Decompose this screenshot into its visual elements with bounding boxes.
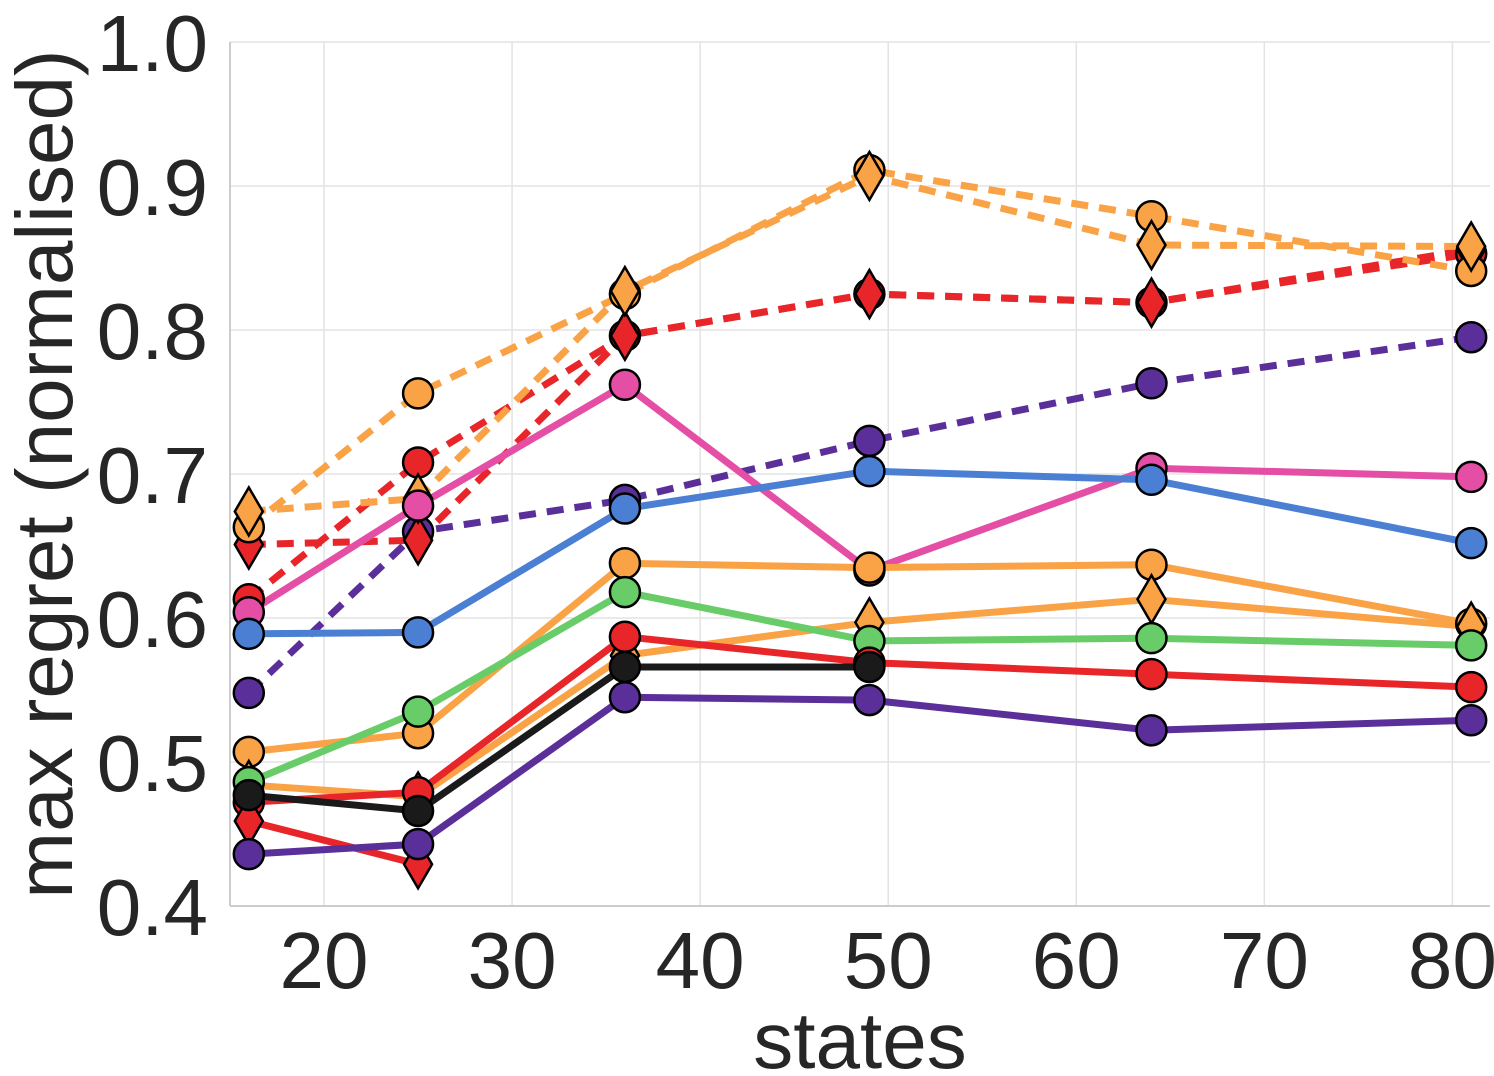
series-line xyxy=(245,588,1475,786)
series-point-circle xyxy=(1454,526,1488,560)
series-point-circle xyxy=(853,424,886,458)
series-point-circle xyxy=(1135,367,1168,400)
series-point-circle xyxy=(401,377,435,410)
series-point-diamond xyxy=(1136,276,1167,330)
series-point-circle xyxy=(1135,657,1168,691)
series-point-circle xyxy=(853,551,886,584)
series-point-diamond xyxy=(609,264,641,318)
y-tick-label: 0.9 xyxy=(97,143,208,232)
series-markers xyxy=(232,149,1488,891)
series-point-circle xyxy=(1454,320,1488,354)
series-line xyxy=(245,467,1475,638)
series-lines xyxy=(245,166,1475,868)
series-point-circle xyxy=(1135,714,1168,747)
series-point-circle xyxy=(401,794,435,828)
y-tick-label: 0.4 xyxy=(97,863,208,952)
series-point-circle xyxy=(608,575,642,609)
series-point-circle xyxy=(1454,670,1488,704)
series-point-circle xyxy=(853,650,886,684)
y-axis-label: max regret (normalised) xyxy=(0,49,89,898)
series-line xyxy=(245,817,422,868)
series-point-circle xyxy=(401,695,435,728)
series-point-circle xyxy=(1135,463,1168,497)
series-line xyxy=(248,172,1472,515)
x-tick-label: 40 xyxy=(656,916,745,1005)
x-tick-label: 20 xyxy=(280,916,369,1005)
series-point-circle xyxy=(1454,629,1488,662)
series-point-diamond xyxy=(853,267,885,321)
series-line xyxy=(246,166,1472,531)
series-point-circle xyxy=(608,492,642,525)
series-point-circle xyxy=(401,616,435,649)
series-line xyxy=(245,633,1475,806)
series-point-circle xyxy=(853,454,886,488)
series-point-diamond xyxy=(1455,219,1487,273)
series-point-circle xyxy=(232,837,266,871)
series-point-circle xyxy=(232,676,266,710)
series-point-circle xyxy=(1454,703,1488,737)
series-point-diamond xyxy=(402,513,434,567)
series-point-circle xyxy=(608,620,642,653)
series-point-diamond xyxy=(609,309,641,363)
series-line xyxy=(245,693,1475,858)
series-point-diamond xyxy=(1136,572,1167,626)
series-point-circle xyxy=(608,547,642,580)
x-tick-label: 80 xyxy=(1408,916,1494,1005)
series-point-circle xyxy=(608,680,642,714)
series-point-circle xyxy=(608,650,642,684)
x-tick-label: 50 xyxy=(844,916,933,1005)
x-axis-label: states xyxy=(753,996,966,1076)
series-point-circle xyxy=(401,489,435,522)
x-tick-label: 70 xyxy=(1220,916,1309,1005)
series-line xyxy=(245,663,873,815)
series-point-circle xyxy=(1135,621,1168,655)
series-point-circle xyxy=(1454,460,1488,494)
series-line xyxy=(245,559,1475,756)
x-tick-label: 30 xyxy=(468,916,557,1005)
series-point-diamond xyxy=(233,484,265,538)
x-tick-label: 60 xyxy=(1032,916,1121,1005)
y-tick-label: 0.5 xyxy=(97,719,208,808)
series-point-circle xyxy=(232,617,266,651)
y-tick-label: 1.0 xyxy=(97,0,208,88)
y-tick-label: 0.8 xyxy=(97,287,208,376)
y-tick-label: 0.6 xyxy=(97,575,208,664)
series-point-circle xyxy=(232,778,266,812)
tick-labels: 20 30 40 50 60 70 80 0.4 0.5 0.6 0.7 0.8 0.9 1.0 xyxy=(97,0,1494,1005)
axes xyxy=(229,42,1490,907)
y-tick-label: 0.7 xyxy=(97,431,208,520)
series-line xyxy=(245,381,1475,616)
series-point-diamond xyxy=(853,149,885,203)
series-line xyxy=(248,245,1472,549)
series-line xyxy=(246,333,1472,696)
series-point-circle xyxy=(401,827,435,861)
series-point-circle xyxy=(608,368,642,401)
series-point-diamond xyxy=(1136,218,1167,272)
series-point-circle xyxy=(853,683,886,717)
